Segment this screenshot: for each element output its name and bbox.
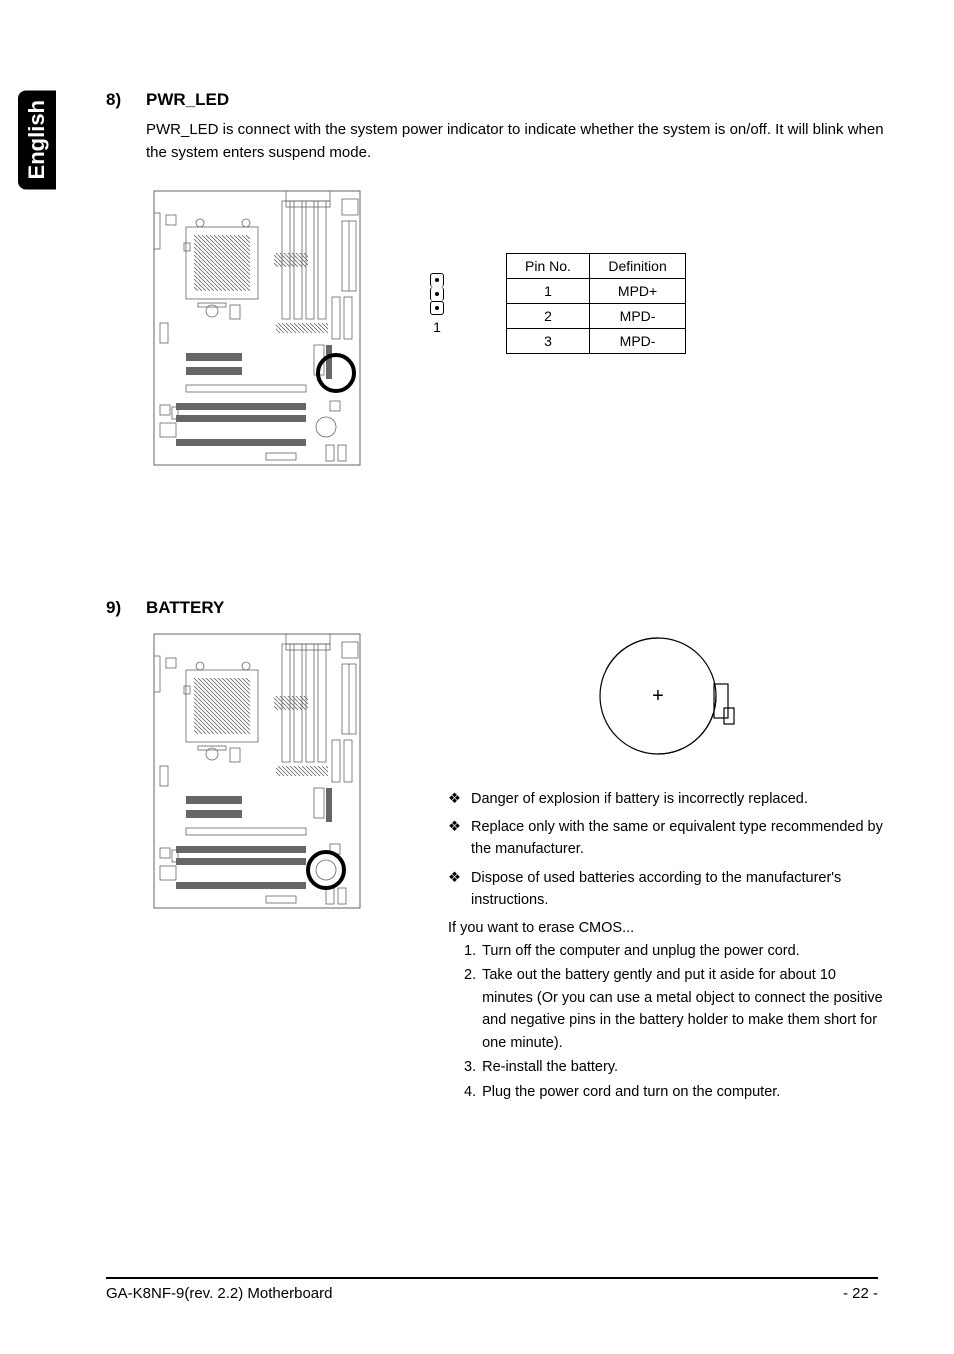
bullet-icon: ❖ [448, 867, 461, 912]
section-description: PWR_LED is connect with the system power… [146, 118, 884, 165]
bullet-icon: ❖ [448, 816, 461, 861]
page-footer: GA-K8NF-9(rev. 2.2) Motherboard - 22 - [106, 1277, 878, 1302]
battery-diagram: + [576, 626, 756, 766]
warning-bullets: ❖ Danger of explosion if battery is inco… [448, 788, 884, 912]
motherboard-diagram-battery [146, 626, 368, 921]
battery-plus-label: + [652, 685, 664, 707]
table-row: 2 MPD- [507, 303, 686, 328]
step-item: 3. Re-install the battery. [464, 1056, 884, 1078]
pin-table-header: Pin No. [507, 253, 590, 278]
pin-table: Pin No. Definition 1 MPD+ 2 MPD- 3 [506, 253, 686, 354]
pin1-label: 1 [433, 319, 441, 335]
cmos-intro: If you want to erase CMOS... [448, 920, 884, 936]
pwrled-connector: 1 [428, 273, 446, 335]
footer-page-number: - 22 - [843, 1285, 878, 1302]
section-pwr-led: 8) PWR_LED PWR_LED is connect with the s… [106, 90, 884, 478]
bullet-item: ❖ Danger of explosion if battery is inco… [448, 788, 884, 810]
pin-table-header: Definition [589, 253, 685, 278]
step-item: 4. Plug the power cord and turn on the c… [464, 1081, 884, 1103]
section-title: PWR_LED [146, 90, 229, 110]
section-number: 9) [106, 598, 132, 618]
table-row: 1 MPD+ [507, 278, 686, 303]
section-title: BATTERY [146, 598, 224, 618]
section-battery: 9) BATTERY [106, 598, 884, 1106]
bullet-item: ❖ Replace only with the same or equivale… [448, 816, 884, 861]
table-row: 3 MPD- [507, 328, 686, 353]
pin-table-wrapper: Pin No. Definition 1 MPD+ 2 MPD- 3 [506, 183, 686, 354]
cmos-steps: 1. Turn off the computer and unplug the … [448, 940, 884, 1103]
section-number: 8) [106, 90, 132, 110]
page-content: 8) PWR_LED PWR_LED is connect with the s… [0, 0, 954, 1354]
bullet-item: ❖ Dispose of used batteries according to… [448, 867, 884, 912]
motherboard-diagram-pwrled [146, 183, 368, 478]
footer-title: GA-K8NF-9(rev. 2.2) Motherboard [106, 1285, 843, 1302]
step-item: 1. Turn off the computer and unplug the … [464, 940, 884, 962]
step-item: 2. Take out the battery gently and put i… [464, 964, 884, 1054]
bullet-icon: ❖ [448, 788, 461, 810]
